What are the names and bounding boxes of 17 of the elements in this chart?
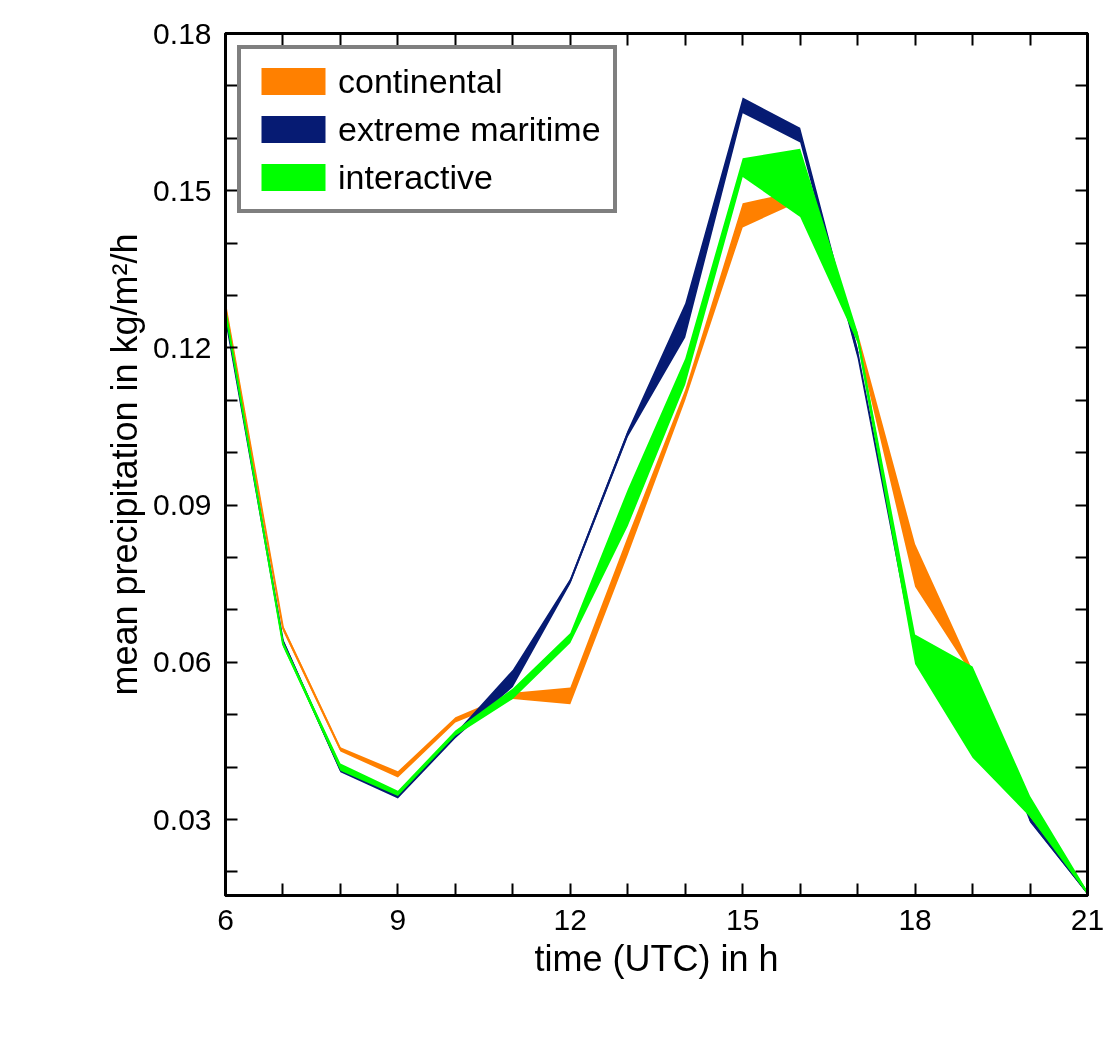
y-axis-title: mean precipitation in kg/m²/h — [104, 233, 146, 696]
x-tick-label: 9 — [389, 902, 407, 936]
x-tick-label: 18 — [898, 902, 932, 936]
legend-label: interactive — [338, 157, 493, 197]
y-tick-label: 0.18 — [153, 16, 212, 50]
legend-label: continental — [338, 61, 503, 101]
x-tick-label: 6 — [217, 902, 234, 936]
y-tick-label: 0.03 — [153, 802, 212, 836]
y-tick-label: 0.06 — [153, 645, 212, 679]
y-tick-label: 0.09 — [153, 488, 212, 522]
x-tick-label: 21 — [1070, 902, 1105, 936]
x-axis-title: time (UTC) in h — [534, 937, 779, 979]
x-tick-label: 15 — [726, 902, 760, 936]
y-tick-label: 0.12 — [153, 330, 212, 364]
y-tick-label: 0.15 — [153, 173, 212, 207]
legend-label: extreme maritime — [338, 109, 601, 149]
x-tick-label: 12 — [553, 902, 587, 936]
